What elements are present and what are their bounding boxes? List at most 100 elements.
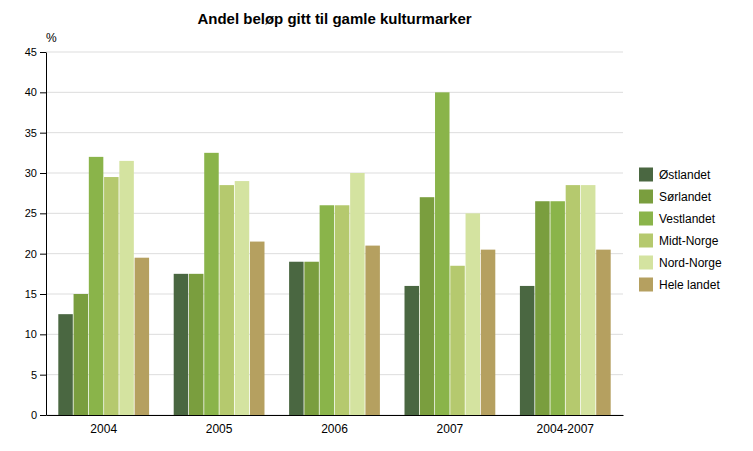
grid: [46, 52, 623, 415]
bars: [58, 92, 610, 415]
legend-swatch: [639, 278, 653, 292]
y-tick-mark: [40, 254, 46, 255]
bar-series: [119, 161, 595, 415]
x-tick: 2007: [437, 422, 464, 436]
legend-label: Østlandet: [659, 168, 711, 182]
y-tick: 45: [25, 46, 46, 58]
grid-line: [46, 52, 623, 53]
bar: [566, 185, 580, 415]
y-tick-label: 0: [31, 409, 37, 421]
bar: [235, 181, 249, 415]
legend-swatch: [639, 234, 653, 248]
y-tick-label: 35: [25, 127, 37, 139]
chart: 2004 2005 2006 2007 2004-2007 0 5 10 15 20 25 30 35 4…: [0, 0, 753, 451]
title: Andel beløp gitt til gamle kulturmarker: [197, 10, 471, 27]
bar: [219, 185, 233, 415]
bar-series: [74, 197, 550, 415]
legend-label: Vestlandet: [659, 212, 716, 226]
x-tick: 2004: [90, 422, 117, 436]
y-tick-label: 10: [25, 328, 37, 340]
x-tick-label: 2006: [321, 422, 348, 436]
bar: [320, 205, 334, 415]
bar-series: [104, 177, 580, 415]
y-tick: 35: [25, 127, 46, 139]
bar: [89, 157, 103, 415]
bar: [365, 246, 379, 415]
x-tick-label: 2005: [206, 422, 233, 436]
bar: [74, 294, 88, 415]
bar: [174, 274, 188, 415]
bar: [435, 92, 449, 415]
bar: [350, 173, 364, 415]
legend-label: Hele landet: [659, 278, 720, 292]
legend-swatch: [639, 212, 653, 226]
y-tick-mark: [40, 415, 46, 416]
grid-line: [46, 92, 623, 93]
y-tick-label: 20: [25, 248, 37, 260]
legend: Østlandet Sørlandet Vestlandet Midt-Norge No…: [639, 168, 722, 292]
bar: [596, 250, 610, 415]
y-tick-mark: [40, 294, 46, 295]
plot: 2004 2005 2006 2007 2004-2007 0 5 10 15 20 25 30 35 4…: [25, 46, 624, 436]
y-tick-label: 45: [25, 46, 37, 58]
bar: [189, 274, 203, 415]
legend-swatch: [639, 256, 653, 270]
y-tick: 0: [31, 409, 46, 421]
y-tick-mark: [40, 92, 46, 93]
legend-item: Nord-Norge: [639, 256, 722, 270]
bar: [450, 266, 464, 415]
y-tick-label: 5: [31, 369, 37, 381]
y-tick-label: 40: [25, 86, 37, 98]
y-tick-mark: [40, 133, 46, 134]
y-tick: 10: [25, 328, 46, 340]
legend-swatch: [639, 168, 653, 182]
bar: [58, 314, 72, 415]
legend-label: Midt-Norge: [659, 234, 719, 248]
x-tick: 2004-2007: [537, 422, 595, 436]
legend-item: Østlandet: [639, 168, 711, 182]
bar: [550, 201, 564, 415]
x-axis: 2004 2005 2006 2007 2004-2007: [47, 416, 624, 436]
bar: [405, 286, 419, 415]
y-tick: 30: [25, 167, 46, 179]
y-tick: 40: [25, 86, 46, 98]
x-axis-line: [47, 415, 624, 416]
y-axis-line: [46, 53, 47, 416]
bar: [420, 197, 434, 415]
bar: [535, 201, 549, 415]
legend-item: Hele landet: [639, 278, 720, 292]
legend-label: Sørlandet: [659, 190, 712, 204]
legend-label: Nord-Norge: [659, 256, 722, 270]
legend-item: Sørlandet: [639, 190, 712, 204]
bar-series: [89, 92, 565, 415]
bar: [335, 205, 349, 415]
bar: [204, 153, 218, 415]
legend-swatch: [639, 190, 653, 204]
y-axis-label: %: [46, 31, 57, 45]
y-tick-mark: [40, 173, 46, 174]
y-tick-label: 30: [25, 167, 37, 179]
x-tick: 2005: [206, 422, 233, 436]
grid-line: [46, 132, 623, 133]
y-tick-mark: [40, 213, 46, 214]
y-tick: 5: [31, 369, 46, 381]
bar: [250, 242, 264, 415]
bar: [466, 213, 480, 415]
bar-series: [135, 242, 611, 415]
bar: [520, 286, 534, 415]
x-tick-label: 2004: [90, 422, 117, 436]
bar: [119, 161, 133, 415]
bar: [481, 250, 495, 415]
x-tick-label: 2004-2007: [537, 422, 595, 436]
y-tick-mark: [40, 375, 46, 376]
y-tick: 15: [25, 288, 46, 300]
legend-item: Vestlandet: [639, 212, 716, 226]
y-tick-mark: [40, 334, 46, 335]
bar: [304, 262, 318, 415]
y-axis: 0 5 10 15 20 25 30 35 40 45: [25, 46, 47, 421]
legend-item: Midt-Norge: [639, 234, 719, 248]
bar: [289, 262, 303, 415]
bar: [581, 185, 595, 415]
y-tick: 20: [25, 248, 46, 260]
y-tick-label: 25: [25, 207, 37, 219]
